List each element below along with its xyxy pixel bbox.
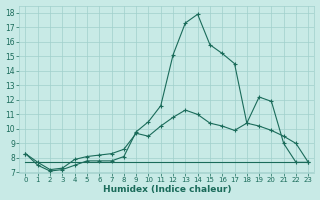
X-axis label: Humidex (Indice chaleur): Humidex (Indice chaleur)	[103, 185, 231, 194]
